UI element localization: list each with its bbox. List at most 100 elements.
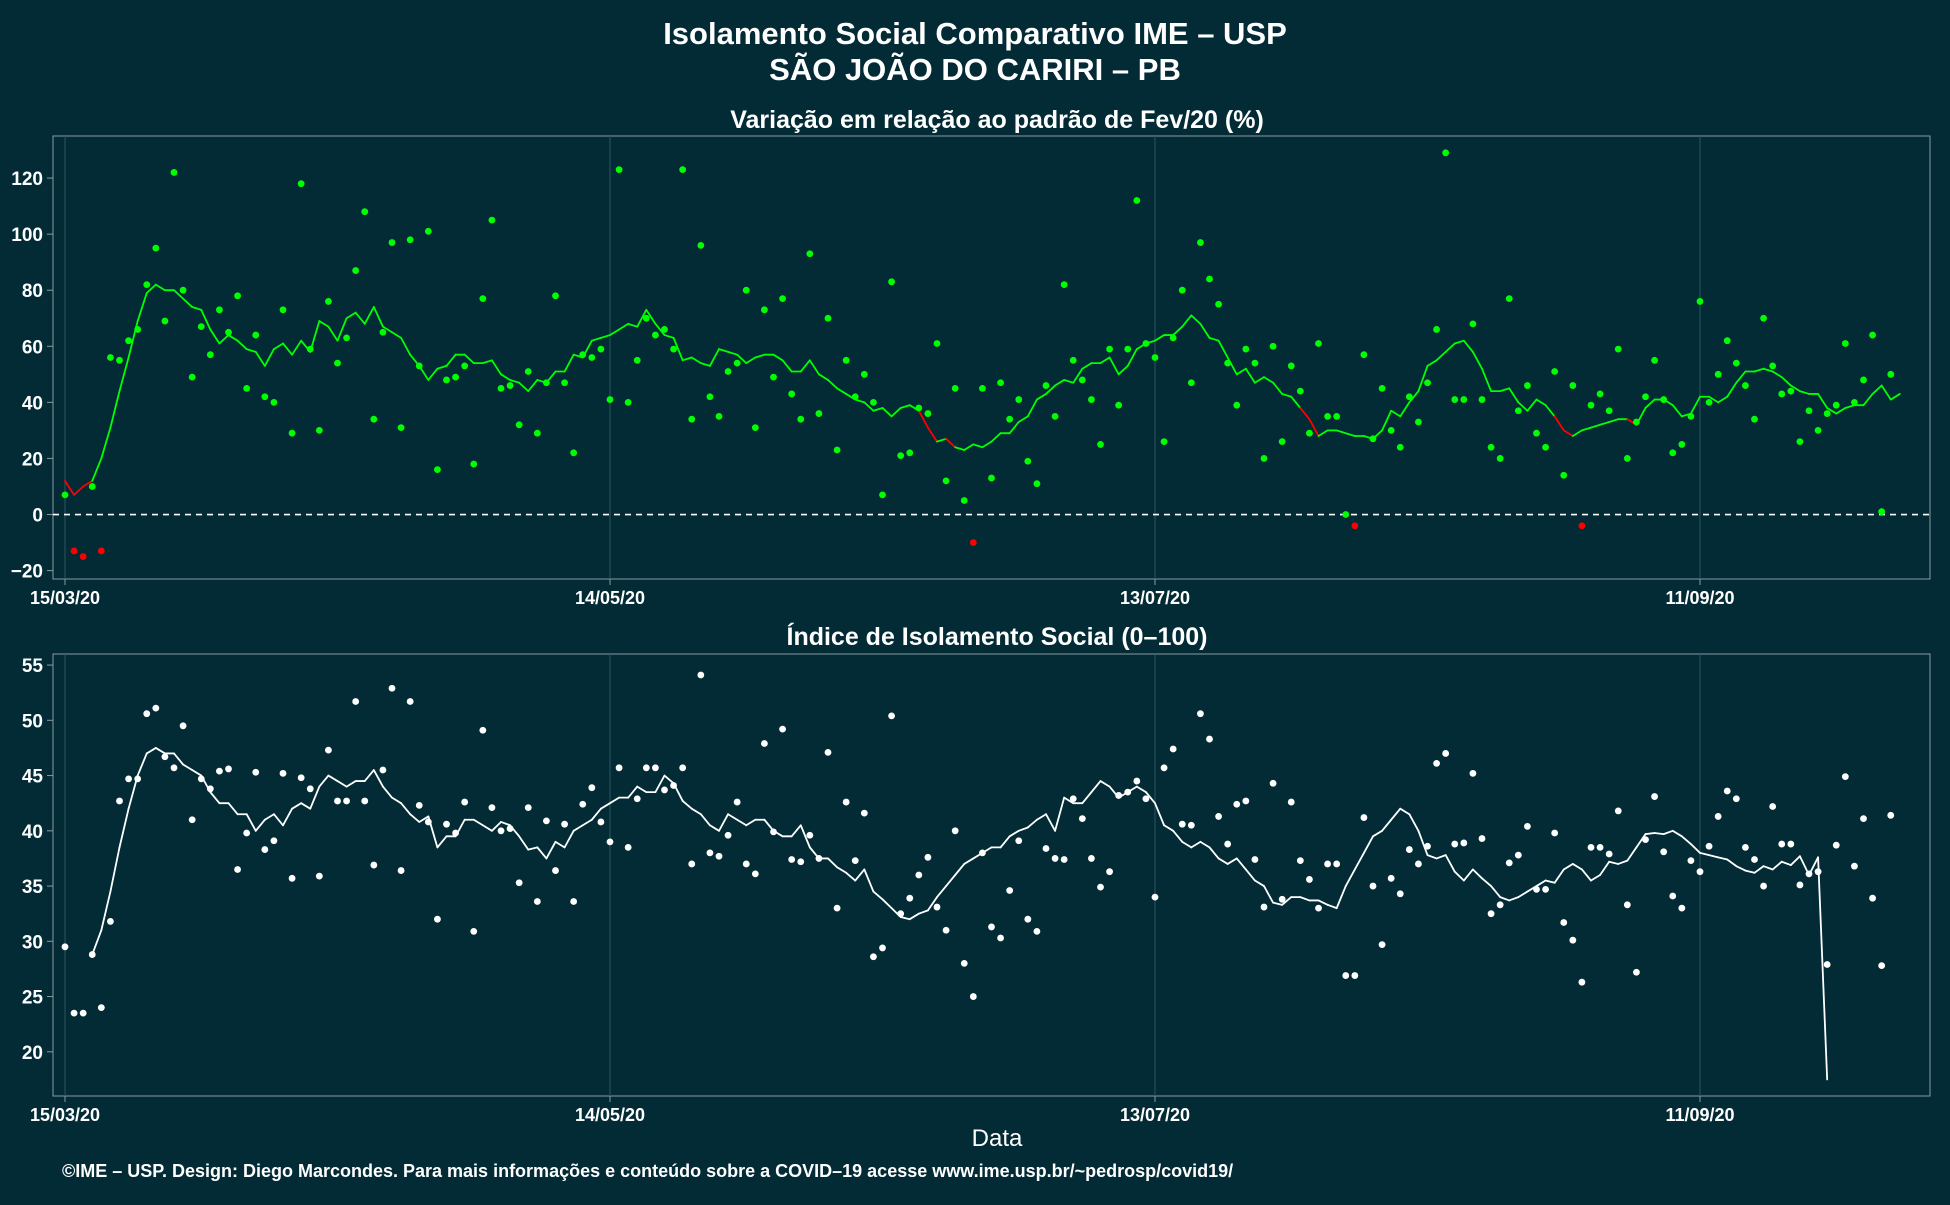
variation-data-point — [452, 373, 459, 381]
index-moving-average-segment — [636, 785, 648, 794]
variation-moving-average-segment — [1217, 339, 1229, 359]
index-data-point — [588, 784, 596, 792]
index-moving-average-segment — [963, 857, 975, 865]
index-data-point — [1460, 839, 1468, 847]
index-moving-average-segment — [491, 821, 502, 832]
index-data-point — [624, 843, 632, 851]
variation-data-point — [1769, 362, 1777, 370]
index-moving-average-segment — [1408, 813, 1420, 832]
index-moving-average-segment — [600, 802, 611, 810]
index-moving-average-segment — [372, 769, 384, 788]
index-plot-frame — [52, 653, 1931, 1097]
index-data-point — [1751, 856, 1758, 863]
index-data-point — [1805, 870, 1813, 878]
index-data-point — [679, 764, 687, 772]
variation-moving-average-segment — [872, 407, 884, 412]
index-data-point — [515, 879, 523, 887]
index-moving-average-segment — [863, 868, 875, 893]
index-data-point — [1197, 710, 1204, 718]
index-data-point — [1705, 842, 1713, 850]
variation-data-point — [1569, 382, 1577, 389]
index-data-point — [1696, 868, 1704, 876]
variation-data-point — [960, 497, 968, 504]
index-moving-average-segment — [1135, 785, 1147, 794]
variation-moving-average-segment — [1862, 393, 1874, 407]
index-data-point — [1333, 860, 1341, 868]
index-data-point — [706, 849, 714, 857]
index-x-tick-label: 11/09/20 — [1665, 1105, 1734, 1125]
footer-credit: ©IME – USP. Design: Diego Marcondes. Par… — [62, 1161, 1233, 1181]
variation-data-point — [1351, 522, 1359, 530]
index-data-point — [1296, 857, 1304, 865]
variation-data-point — [1097, 441, 1104, 448]
variation-moving-average-segment — [1544, 404, 1556, 418]
index-data-point — [443, 820, 450, 828]
variation-moving-average-segment — [145, 283, 157, 294]
variation-data-point — [1296, 387, 1304, 395]
variation-moving-average-segment — [1472, 350, 1483, 370]
variation-moving-average-segment — [699, 362, 711, 367]
variation-moving-average-segment — [1771, 370, 1783, 379]
variation-moving-average-segment — [491, 359, 502, 376]
variation-data-point — [1605, 407, 1613, 415]
index-data-point — [1369, 882, 1377, 890]
index-moving-average-segment — [1344, 868, 1356, 887]
variation-moving-average-segment — [654, 322, 666, 336]
index-data-point — [715, 852, 723, 860]
index-data-point — [579, 800, 587, 808]
variation-data-point — [1805, 407, 1813, 415]
index-moving-average-segment — [245, 813, 257, 832]
variation-moving-average-segment — [1835, 407, 1847, 415]
index-moving-average-segment — [1771, 860, 1783, 871]
index-data-point — [1605, 850, 1613, 858]
index-moving-average-segment — [854, 868, 866, 882]
variation-data-point — [543, 379, 550, 387]
index-data-point — [742, 860, 750, 868]
variation-moving-average-segment — [436, 365, 448, 370]
variation-moving-average-segment — [1499, 387, 1511, 393]
index-data-point — [1714, 813, 1722, 820]
index-moving-average-segment — [881, 898, 893, 910]
variation-data-point — [397, 424, 405, 431]
variation-moving-average-segment — [1735, 370, 1747, 384]
variation-moving-average-segment — [1117, 365, 1129, 376]
index-data-point — [170, 764, 178, 772]
variation-data-point — [1732, 359, 1740, 367]
variation-moving-average-segment — [981, 440, 993, 449]
variation-moving-average-segment — [899, 404, 911, 409]
variation-moving-average-segment — [218, 334, 230, 345]
index-data-point — [1433, 759, 1440, 767]
variation-moving-average-segment — [1508, 387, 1520, 404]
index-data-point — [397, 867, 405, 874]
index-moving-average-segment — [1562, 863, 1574, 871]
variation-moving-average-segment — [1799, 390, 1810, 395]
variation-data-point — [570, 449, 578, 457]
index-moving-average-segment — [1453, 870, 1465, 882]
index-moving-average-segment — [572, 824, 584, 832]
index-moving-average-segment — [1744, 869, 1756, 874]
variation-moving-average-segment — [618, 322, 630, 331]
index-data-point — [261, 846, 269, 853]
index-data-point — [1651, 793, 1658, 800]
variation-moving-average-segment — [1526, 398, 1538, 412]
variation-data-point — [1496, 455, 1504, 462]
variation-moving-average-segment — [191, 306, 203, 311]
variation-data-point — [288, 429, 296, 437]
variation-data-point — [1651, 356, 1658, 364]
index-y-tick-label: 30 — [22, 932, 43, 953]
index-data-point — [1878, 962, 1886, 970]
index-data-point — [452, 829, 459, 837]
variation-moving-average-segment — [1317, 429, 1329, 437]
variation-moving-average-segment — [1063, 379, 1075, 384]
variation-data-point — [161, 317, 169, 325]
variation-data-point — [461, 362, 469, 370]
index-y-tick-label: 35 — [22, 877, 44, 898]
index-data-point — [833, 904, 841, 912]
variation-data-point — [1278, 438, 1286, 446]
variation-data-point — [1887, 370, 1895, 378]
variation-moving-average-segment — [182, 297, 194, 308]
variation-data-point — [1542, 443, 1549, 451]
variation-moving-average-segment — [1608, 418, 1620, 423]
index-data-point — [788, 856, 796, 863]
index-data-point — [615, 764, 623, 772]
